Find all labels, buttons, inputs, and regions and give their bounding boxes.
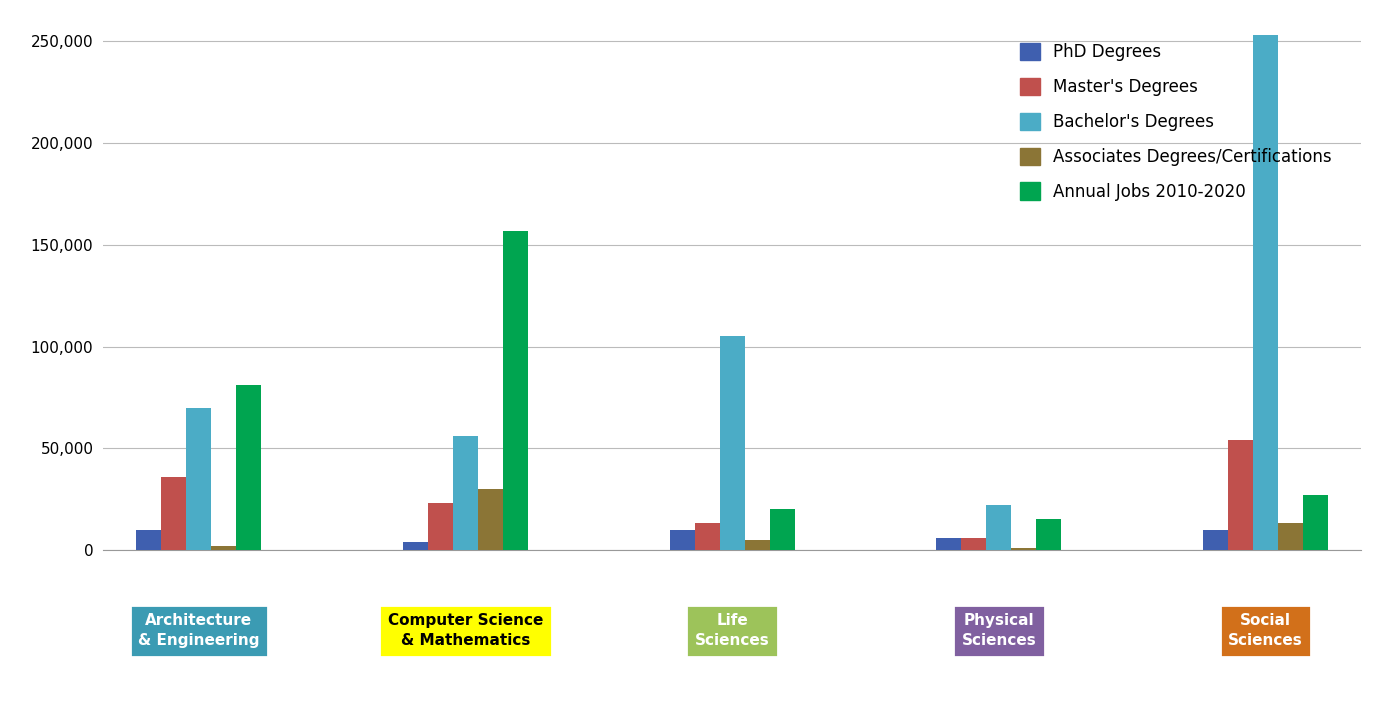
Text: Physical
Sciences: Physical Sciences: [961, 613, 1037, 648]
Bar: [1011, 548, 1037, 550]
Text: Life
Sciences: Life Sciences: [694, 613, 770, 648]
Bar: [187, 407, 212, 550]
Bar: [478, 489, 503, 550]
Bar: [403, 541, 428, 550]
Bar: [212, 546, 236, 550]
Bar: [961, 538, 986, 550]
Bar: [161, 477, 187, 550]
Legend: PhD Degrees, Master's Degrees, Bachelor's Degrees, Associates Degrees/Certificat: PhD Degrees, Master's Degrees, Bachelor'…: [1012, 35, 1341, 209]
Bar: [936, 538, 961, 550]
Bar: [236, 385, 261, 550]
Bar: [136, 529, 161, 550]
Bar: [428, 503, 454, 550]
Bar: [986, 505, 1011, 550]
Bar: [719, 336, 745, 550]
Bar: [1228, 440, 1253, 550]
Bar: [1253, 35, 1277, 550]
Text: Architecture
& Engineering: Architecture & Engineering: [139, 613, 260, 648]
Text: Computer Science
& Mathematics: Computer Science & Mathematics: [388, 613, 543, 648]
Bar: [745, 540, 770, 550]
Bar: [454, 436, 478, 550]
Text: Social
Sciences: Social Sciences: [1228, 613, 1302, 648]
Bar: [770, 509, 795, 550]
Bar: [1203, 529, 1228, 550]
Bar: [503, 231, 528, 550]
Bar: [694, 523, 719, 550]
Bar: [1277, 523, 1303, 550]
Bar: [1304, 495, 1328, 550]
Bar: [670, 529, 694, 550]
Bar: [1037, 520, 1062, 550]
